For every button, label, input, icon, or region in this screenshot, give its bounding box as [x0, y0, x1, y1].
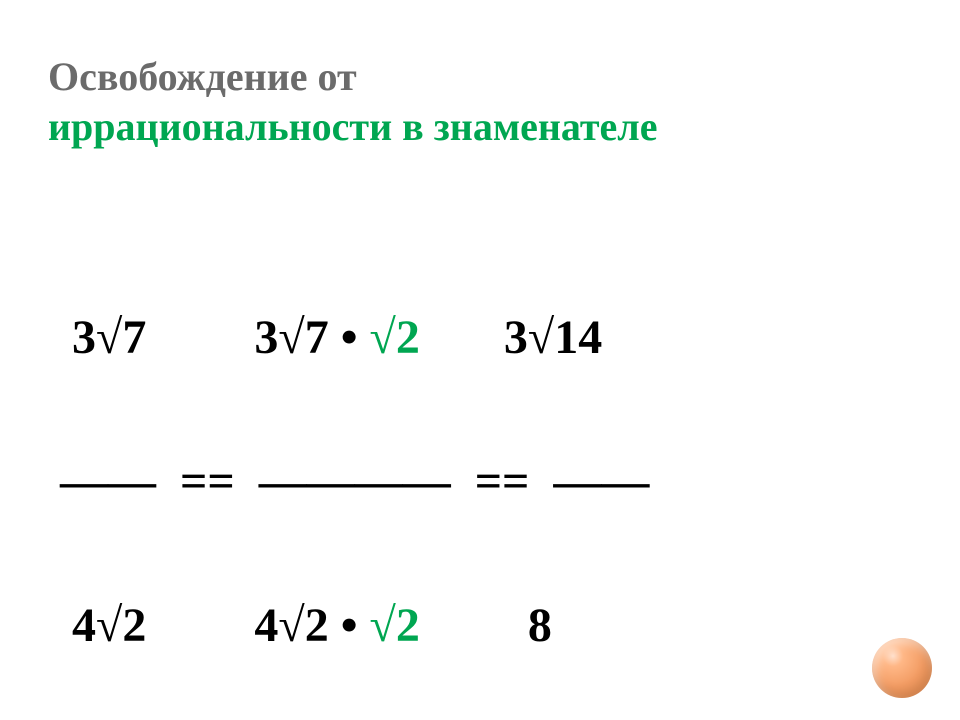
equation-row-mid: —— == ———— == ——	[60, 458, 649, 506]
equation-row-bot: 4√2 4√2 • √2 8	[60, 602, 649, 650]
decorative-orb-icon	[872, 638, 932, 698]
title-line-1: Освобождение от	[48, 52, 918, 102]
equation-block: 3√7 3√7 • √2 3√14 —— == ———— == —— 4√2 4…	[60, 218, 649, 720]
slide: Освобождение от иррациональности в знаме…	[0, 0, 960, 720]
slide-title: Освобождение от иррациональности в знаме…	[48, 52, 918, 152]
title-line-2: иррациональности в знаменателе	[48, 102, 918, 152]
equation-row-top: 3√7 3√7 • √2 3√14	[60, 314, 649, 362]
